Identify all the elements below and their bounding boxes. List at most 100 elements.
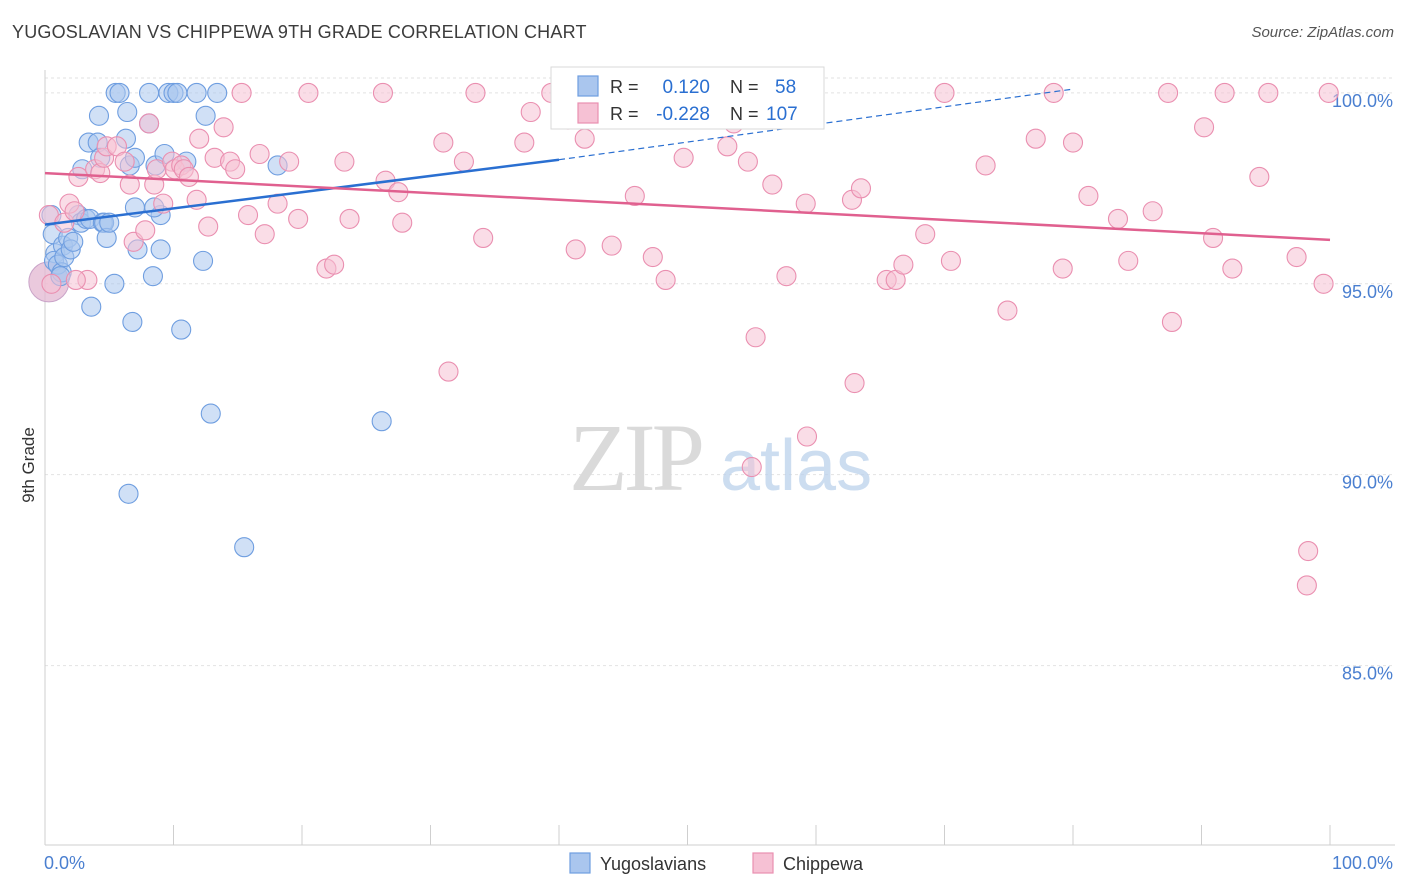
chippewa-point [624,185,645,207]
yugoslavian-point [63,231,84,252]
chippewa-point [796,426,818,447]
yugoslavian-point [139,82,160,103]
chippewa-point [934,82,955,103]
yugoslavian-point [104,273,125,294]
yugoslavian-trend-extension [558,88,1074,161]
chippewa-point [940,250,961,271]
legend-r-value-2: -0.228 [656,104,710,125]
chippewa-point [372,82,394,103]
watermark-zip: ZIP [569,404,702,511]
y-tick-label: 85.0% [1342,664,1393,684]
chippewa-point [1062,132,1084,153]
chippewa-point [473,227,494,249]
chippewa-point [745,327,766,348]
chippewa-point [135,220,156,241]
chippewa-point [717,136,738,157]
y-tick-label: 95.0% [1342,282,1393,302]
chippewa-point [254,224,275,245]
bottom-legend-label-chippewa[interactable]: Chippewa [783,854,864,874]
chippewa-point [339,208,360,229]
legend-n-label-2: N = [730,104,759,124]
chippewa-point [1318,82,1339,103]
chippewa-point [1313,273,1334,294]
yugoslavian-point [117,101,138,123]
chippewa-point [65,269,86,291]
chippewa-point [334,151,355,172]
chippewa-point [231,82,252,103]
chippewa-point [642,247,663,268]
chippewa-point [1078,185,1099,207]
legend-r-label-1: R = [610,77,639,97]
chippewa-point [741,456,762,478]
chippewa-point [1194,117,1215,138]
yugoslavian-trend-line [44,158,560,226]
chippewa-point [298,82,319,103]
chippewa-point [237,205,259,226]
stats-legend: R = 0.120 N = 58 R = -0.228 N = 107 [550,66,825,130]
chippewa-point [1043,82,1064,103]
series-legend: Yugoslavians Chippewa [569,852,864,874]
y-tick-label: 100.0% [1332,91,1393,111]
chippewa-point [574,128,595,149]
chippewa-point [1025,128,1046,149]
yugoslavian-point [109,82,130,103]
chippewa-point [1142,201,1163,222]
chippewa-point [288,208,309,229]
chippewa-point [453,151,474,172]
chippewa-point [737,151,758,172]
chippewa-point [514,132,535,153]
chippewa-point [795,193,816,214]
chippewa-point [1203,227,1224,249]
chippewa-point [64,201,85,222]
yugoslavian-point [167,82,188,103]
yugoslavian-point [195,105,216,126]
watermark: ZIP atlas [569,404,872,511]
chippewa-point [213,117,234,138]
yugoslavian-point [122,311,143,333]
chippewa-point [850,178,872,199]
bottom-legend-swatch-yugoslavians[interactable] [569,852,591,874]
legend-n-label-1: N = [730,77,759,97]
yugoslavian-point [234,537,255,558]
data-points [28,82,1339,596]
bottom-legend-swatch-chippewa[interactable] [752,852,774,874]
chippewa-point [844,373,865,394]
chippewa-point [655,269,676,291]
chippewa-point [68,166,89,187]
yugoslavian-point [193,250,214,271]
chippewa-point [975,155,996,176]
chippewa-point [762,174,783,195]
yugoslavian-point [150,239,171,260]
chippewa-point [1296,575,1317,596]
y-tick-label: 90.0% [1342,473,1393,493]
chippewa-point [997,300,1018,321]
chippewa-point [178,166,199,187]
chippewa-point [673,147,694,168]
y-axis-label: 9th Grade [19,427,38,503]
chippewa-point [433,132,454,153]
yugoslavian-point [371,411,392,432]
chippewa-point [139,113,160,134]
x-tick-label-max: 100.0% [1332,853,1393,873]
chippewa-point [1258,82,1279,103]
legend-n-value-1: 58 [775,77,796,98]
legend-n-value-2: 107 [766,104,798,125]
chippewa-point [1158,82,1179,103]
chippewa-point [915,224,936,245]
chippewa-point [465,82,486,103]
axes [44,70,1395,846]
bottom-legend-label-yugoslavians[interactable]: Yugoslavians [600,854,706,874]
chippewa-point [198,216,219,237]
chippewa-point [1107,208,1129,229]
grid: 100.0% 95.0% 90.0% 85.0% [45,77,1395,684]
chippewa-point [1161,311,1182,333]
chippewa-point [225,159,246,180]
legend-swatch-chippewa [577,102,599,124]
x-tick-label-min: 0.0% [44,853,85,873]
yugoslavian-point [88,105,110,126]
chippewa-point [1052,258,1073,279]
chippewa-point [1118,250,1139,271]
yugoslavian-point [171,319,192,340]
chippewa-point [1222,258,1243,279]
yugoslavian-point [186,82,207,103]
